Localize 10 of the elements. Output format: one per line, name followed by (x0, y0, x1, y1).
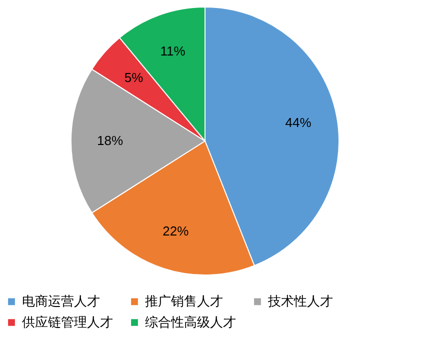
data-label: 22% (162, 223, 190, 238)
legend-label: 综合性高级人才 (145, 314, 236, 330)
data-label: 11% (160, 44, 186, 59)
data-label: 44% (285, 115, 312, 130)
legend-label: 技术性人才 (267, 294, 333, 310)
data-label: 18% (96, 133, 124, 148)
legend-label: 推广销售人才 (145, 294, 223, 310)
legend-label: 电商运营人才 (22, 294, 100, 310)
data-label: 5% (124, 70, 144, 86)
legend-label: 供应链管理人才 (22, 314, 113, 330)
